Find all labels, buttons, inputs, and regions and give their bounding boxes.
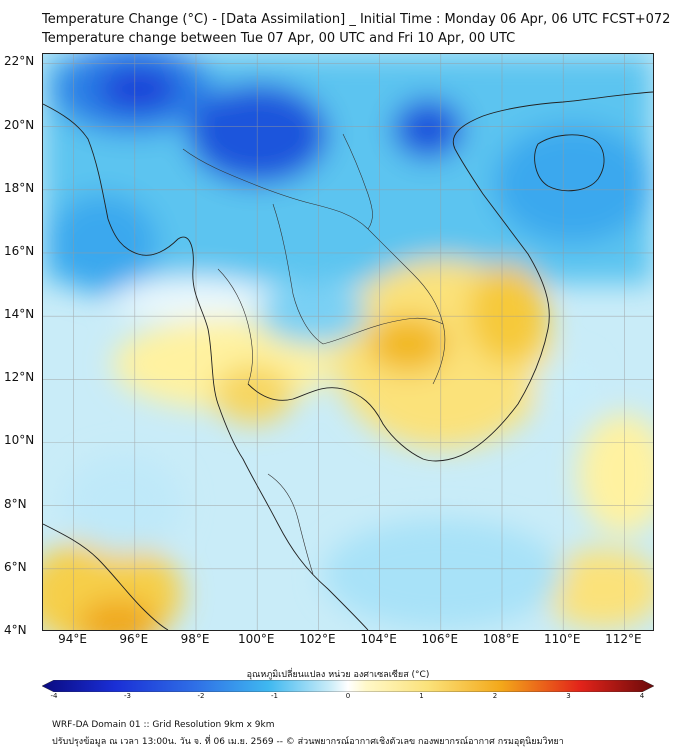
lat-label: 6°N [4,559,27,574]
lat-label: 14°N [4,307,35,322]
lon-label: 96°E [119,632,149,646]
border-6 [342,133,373,230]
lon-label: 102°E [299,632,336,646]
colorbar-gradient [42,680,654,692]
border-2 [272,203,324,345]
colorbar-tick: 2 [492,692,498,700]
lat-label: 20°N [4,117,35,132]
cool-southwest [63,454,183,554]
warm-vietnam [468,264,548,364]
colorbar-tick: 1 [419,692,424,700]
temperature-change-map [42,53,654,631]
coast-gulf-thailand [247,91,653,462]
lon-label: 106°E [421,632,459,646]
colorbar-tick: -2 [197,692,205,700]
border-7 [267,473,314,575]
lon-label: 110°E [543,632,581,646]
coast-hainan [534,134,605,192]
lon-label: 104°E [360,632,397,646]
coast-mainland [43,103,369,630]
warm-thai-west [213,364,293,424]
colorbar-tick: -1 [271,692,278,700]
lat-label: 8°N [4,496,27,511]
footer-model-info: WRF-DA Domain 01 :: Grid Resolution 9km … [52,720,275,730]
graticule [43,54,653,630]
border-5 [217,268,253,385]
footer-update-info: ปรับปรุงข้อมูล ณ เวลา 13:00น. วัน จ. ที่… [52,737,564,747]
lon-label: 98°E [180,632,210,646]
colorbar-title: อุณหภูมิเปลี่ยนแปลง หน่วย องศาเซลเซียส (… [246,670,430,680]
cold-core-gulf-tonkin [393,99,463,159]
cool-south [323,519,563,629]
lat-label: 4°N [4,623,27,637]
lon-label: 112°E [605,632,642,646]
border-1 [182,148,369,230]
lon-label: 100°E [237,632,275,646]
warm-core-sumatra [78,599,158,630]
coast-sumatra [43,523,169,630]
colorbar-tick: 0 [345,692,351,700]
lat-label: 16°N [4,243,35,258]
cold-bay-bengal-north [48,194,158,294]
border-4 [322,317,444,345]
lat-label: 22°N [4,54,35,69]
border-3 [367,228,446,385]
cold-hainan [493,124,653,244]
colorbar [42,680,654,692]
warm-south-china-sea-east [578,414,653,534]
lat-label: 12°N [4,370,35,385]
lat-label: 10°N [4,433,35,448]
map-canvas [43,54,653,630]
coastlines [43,91,653,630]
warm-core-cambodia [368,316,448,372]
warm-sumatra [43,539,183,630]
lon-label: 108°E [482,632,520,646]
field-blobs [43,54,653,630]
title-line-1: Temperature Change (°C) - [Data Assimila… [42,12,671,27]
admin-borders [182,133,446,575]
cold-core-nw-inner [98,67,178,111]
lon-label: 94°E [58,632,88,646]
cool-gulf-thailand [258,284,368,344]
colorbar-tick: 3 [566,692,571,700]
title-line-2: Temperature change between Tue 07 Apr, 0… [42,31,516,46]
colorbar-tick: -4 [50,692,58,700]
lat-label: 18°N [4,180,35,195]
cold-core-north [188,84,328,184]
colorbar-tick: 4 [639,692,645,700]
colorbar-tick: -3 [124,692,131,700]
